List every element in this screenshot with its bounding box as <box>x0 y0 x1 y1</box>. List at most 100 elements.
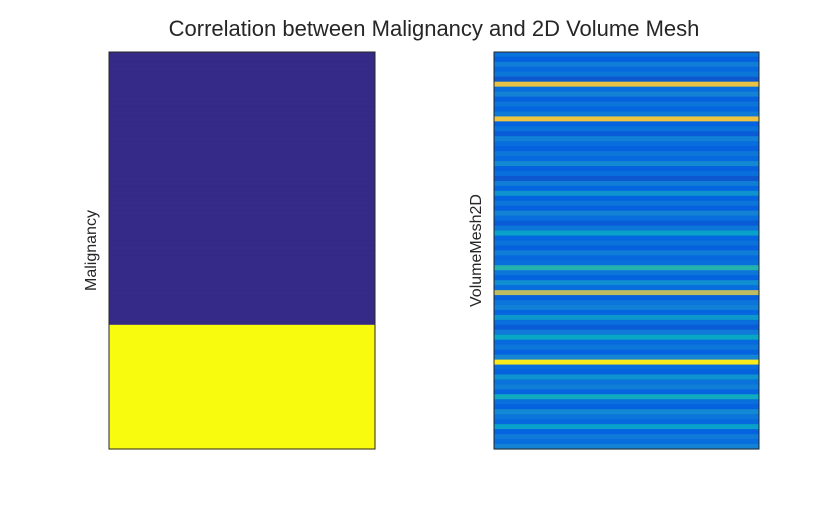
heatmap-cell <box>108 314 376 321</box>
heatmap-cell <box>493 66 760 73</box>
heatmap-cell <box>108 151 376 157</box>
heatmap-cell <box>108 126 376 133</box>
heatmap-cell <box>108 300 376 306</box>
heatmap-cell <box>108 290 376 296</box>
heatmap-cell <box>493 116 760 123</box>
heatmap-cell <box>493 61 760 68</box>
heatmap-cell <box>108 295 376 301</box>
heatmap-cell <box>108 250 376 257</box>
heatmap-cell <box>493 161 760 167</box>
heatmap-cell <box>108 329 376 336</box>
heatmap-cell <box>493 374 760 381</box>
heatmap-cell <box>108 136 376 142</box>
heatmap-cell <box>108 429 376 435</box>
heatmap-cell <box>493 300 760 306</box>
heatmap-cell <box>493 96 760 103</box>
heatmap-cell <box>493 304 760 311</box>
heatmap-cell <box>493 434 760 440</box>
heatmap-cell <box>108 175 376 182</box>
heatmap-cell <box>493 210 760 217</box>
heatmap-cell <box>493 200 760 207</box>
heatmap-cell <box>493 111 760 118</box>
heatmap-cell <box>108 255 376 262</box>
heatmap-cell <box>493 270 760 276</box>
heatmap-cell <box>108 319 376 326</box>
heatmap-cell <box>108 66 376 73</box>
heatmap-cell <box>108 344 376 351</box>
heatmap-cell <box>108 131 376 137</box>
heatmap-cell <box>108 285 376 291</box>
heatmap-cell <box>108 91 376 98</box>
heatmap-cell <box>493 265 760 271</box>
heatmap-cell <box>108 409 376 415</box>
heatmap-cell <box>493 220 760 227</box>
heatmap-cell <box>493 195 760 202</box>
heatmap-cell <box>108 86 376 93</box>
heatmap-cell <box>108 185 376 192</box>
heatmap-cell <box>493 230 760 237</box>
heatmap-cell <box>108 210 376 217</box>
heatmap-cell <box>493 240 760 247</box>
heatmap-cell <box>493 136 760 142</box>
heatmap-cell <box>493 91 760 98</box>
heatmap-cell <box>493 295 760 301</box>
heatmap-cell <box>108 106 376 113</box>
heatmap-cell <box>108 334 376 341</box>
plot-frame <box>493 51 760 450</box>
heatmap-cell <box>493 245 760 252</box>
heatmap-cell <box>493 384 760 391</box>
heatmap-cell <box>108 190 376 197</box>
heatmap-cell <box>108 156 376 162</box>
heatmap-cell <box>493 438 760 445</box>
heatmap-cell <box>108 101 376 108</box>
heatmap-cell <box>493 180 760 187</box>
heatmap-cell <box>493 205 760 212</box>
heatmap-cell <box>108 225 376 232</box>
heatmap-cell <box>493 354 760 361</box>
heatmap-cell <box>493 146 760 152</box>
heatmap-cell <box>108 379 376 386</box>
heatmap-cell <box>493 56 760 63</box>
heatmap-cell <box>108 349 376 356</box>
heatmap-cell <box>108 116 376 123</box>
heatmap-cell <box>493 389 760 396</box>
heatmap-cell <box>108 280 376 286</box>
heatmap-cell <box>108 56 376 63</box>
heatmap-cell <box>493 215 760 222</box>
heatmap-cell <box>108 419 376 425</box>
heatmap-cell <box>108 359 376 366</box>
heatmap-cell <box>493 399 760 405</box>
heatmap-cell <box>108 369 376 376</box>
heatmap-cell <box>108 61 376 68</box>
heatmap-cell <box>493 260 760 266</box>
heatmap-cell <box>108 389 376 396</box>
heatmap-cell <box>493 76 760 83</box>
heatmap-cell <box>108 180 376 187</box>
heatmap-cell <box>493 86 760 93</box>
heatmap-cell <box>108 414 376 420</box>
heatmap-cell <box>493 175 760 182</box>
heatmap-cell <box>108 96 376 103</box>
heatmap-cell <box>493 185 760 192</box>
heatmap-cell <box>108 230 376 237</box>
plot-frame <box>108 51 376 450</box>
heatmap-cell <box>108 215 376 222</box>
y-axis-label: VolumeMesh2D <box>468 194 485 307</box>
heatmap-cell <box>493 429 760 435</box>
heatmap-cell <box>493 319 760 326</box>
heatmap-cell <box>493 314 760 321</box>
heatmap-cell <box>108 205 376 212</box>
heatmap-cell <box>108 364 376 371</box>
heatmap-cell <box>108 384 376 391</box>
heatmap-cell <box>108 354 376 361</box>
heatmap-cell <box>108 275 376 281</box>
heatmap-cell <box>493 379 760 386</box>
heatmap-cell <box>108 309 376 316</box>
heatmap-cell <box>108 141 376 147</box>
heatmap-cell <box>493 324 760 331</box>
chart-title: Correlation between Malignancy and 2D Vo… <box>169 16 700 41</box>
heatmap-cell <box>108 195 376 202</box>
heatmap-cell <box>108 260 376 266</box>
heatmap-cell <box>108 404 376 410</box>
